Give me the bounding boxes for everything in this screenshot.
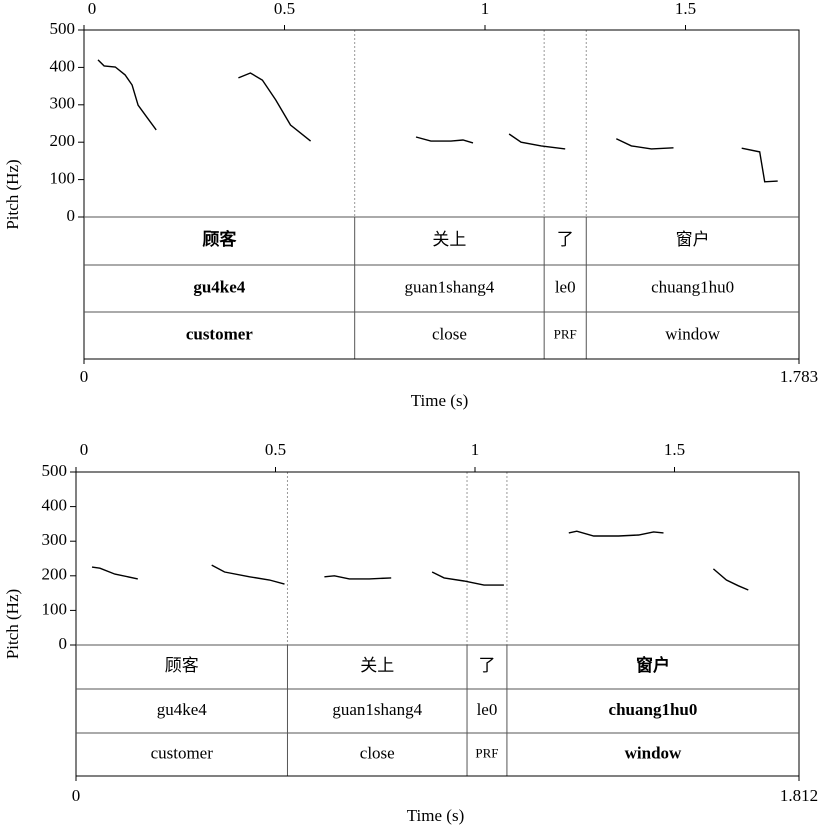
x-axis-label: Time (s) <box>407 806 464 825</box>
tier-label: chuang1hu0 <box>609 700 698 719</box>
y-tick-label: 500 <box>50 19 76 38</box>
tier-label: le0 <box>477 700 498 719</box>
tier-label: window <box>625 743 682 762</box>
x-end-label: 0 <box>72 786 81 805</box>
y-tick-label: 200 <box>42 565 68 584</box>
frame <box>83 29 800 360</box>
tier-label: 窗户 <box>676 230 710 249</box>
y-tick-label: 300 <box>42 530 68 549</box>
frame <box>75 471 800 777</box>
tier-label: customer <box>186 324 253 343</box>
x-tick-label: 0.5 <box>274 0 295 18</box>
y-tick-label: 500 <box>42 461 68 480</box>
tier-label: close <box>360 743 395 762</box>
tier-label: gu4ke4 <box>157 700 208 719</box>
x-end-label: 1.783 <box>780 367 818 386</box>
tier-label: close <box>432 324 467 343</box>
y-tick-label: 400 <box>50 56 76 75</box>
y-tick-label: 100 <box>50 169 76 188</box>
y-axis-label: Pitch (Hz) <box>3 589 22 659</box>
x-tick-label: 1.5 <box>664 440 685 459</box>
x-tick-label: 0 <box>80 440 89 459</box>
x-tick-label: 1 <box>481 0 490 18</box>
tier-label: gu4ke4 <box>193 277 245 296</box>
y-tick-label: 0 <box>67 206 76 225</box>
tier-label: PRF <box>475 745 498 760</box>
tier-label: 关上 <box>360 656 394 675</box>
tier-label: guan1shang4 <box>332 700 422 719</box>
tier-label: chuang1hu0 <box>651 277 734 296</box>
tier-label: 顾客 <box>202 229 237 249</box>
tier-label: 关上 <box>432 230 466 249</box>
x-axis-label: Time (s) <box>411 391 468 410</box>
y-tick-label: 0 <box>59 634 68 653</box>
tier-label: le0 <box>555 277 576 296</box>
tier-label: 窗户 <box>636 655 670 675</box>
tier-label: guan1shang4 <box>405 277 495 296</box>
y-tick-label: 200 <box>50 131 76 150</box>
tier-label: customer <box>151 743 214 762</box>
tier-label: 了 <box>478 656 495 675</box>
pitch-contour <box>97 59 778 183</box>
tier-label: 了 <box>557 230 574 249</box>
tier-label: window <box>665 324 721 343</box>
x-tick-label: 0 <box>88 0 97 18</box>
x-tick-label: 1.5 <box>675 0 696 18</box>
x-tick-label: 1 <box>471 440 480 459</box>
y-tick-label: 100 <box>42 599 68 618</box>
y-tick-label: 300 <box>50 94 76 113</box>
y-tick-label: 400 <box>42 496 68 515</box>
x-tick-label: 0.5 <box>265 440 286 459</box>
tier-label: PRF <box>554 326 577 341</box>
pitch-contour <box>91 530 749 591</box>
tier-label: 顾客 <box>165 656 199 675</box>
x-end-label: 1.812 <box>780 786 818 805</box>
y-axis-label: Pitch (Hz) <box>3 159 22 229</box>
x-end-label: 0 <box>80 367 89 386</box>
